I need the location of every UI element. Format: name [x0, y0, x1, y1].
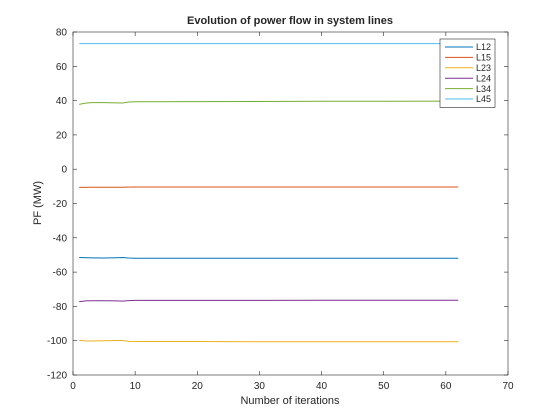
series-line-l23 — [79, 339, 459, 343]
x-tick-label: 70 — [502, 381, 514, 392]
y-tick-label: 20 — [56, 130, 68, 141]
y-tick-label: 60 — [56, 62, 68, 73]
y-tick-label: -20 — [53, 199, 68, 210]
legend-label-l12: L12 — [476, 42, 491, 52]
legend-label-l45: L45 — [476, 94, 491, 104]
y-tick-label: 40 — [56, 96, 68, 107]
chart-title: Evolution of power flow in system lines — [187, 15, 393, 27]
y-tick-label: -40 — [53, 233, 68, 244]
x-tick-label: 50 — [378, 381, 390, 392]
x-tick-label: 30 — [254, 381, 266, 392]
legend-box — [439, 38, 496, 108]
legend-label-l24: L24 — [476, 73, 491, 83]
plot-area — [73, 32, 508, 375]
x-axis-ticks: 0 10 20 30 40 50 60 70 — [70, 32, 514, 392]
x-tick-label: 60 — [440, 381, 452, 392]
legend-label-l34: L34 — [476, 84, 491, 94]
y-tick-label: -80 — [53, 302, 68, 313]
y-tick-label: 0 — [61, 165, 67, 176]
x-tick-label: 10 — [130, 381, 142, 392]
y-tick-label: 80 — [56, 28, 68, 39]
y-tick-label: -60 — [53, 268, 68, 279]
series-layer — [79, 43, 459, 343]
series-line-l34 — [79, 100, 459, 105]
x-tick-label: 20 — [192, 381, 204, 392]
x-tick-label: 0 — [70, 381, 76, 392]
legend-label-l15: L15 — [476, 53, 491, 63]
y-tick-label: -120 — [47, 371, 67, 382]
y-axis-label: PF (MW) — [32, 181, 44, 225]
x-axis-label: Number of iterations — [240, 395, 340, 407]
series-line-l12 — [79, 257, 459, 259]
x-tick-label: 40 — [316, 381, 328, 392]
series-line-l24 — [79, 299, 459, 303]
y-tick-label: -100 — [47, 336, 67, 347]
y-axis-ticks: -120 -100 -80 -60 -40 -20 0 20 40 60 80 — [47, 28, 508, 382]
legend-label-l23: L23 — [476, 63, 491, 73]
